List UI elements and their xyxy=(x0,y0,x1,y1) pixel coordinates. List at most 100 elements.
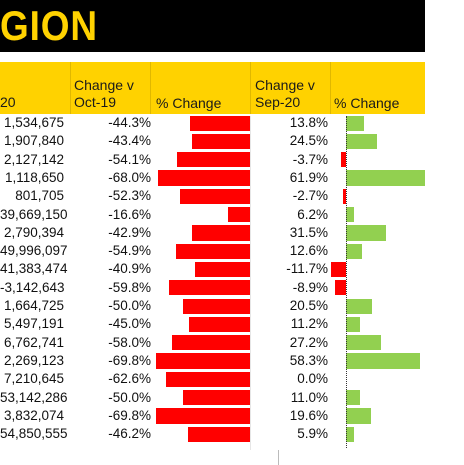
change-oct19-cell: -43.4% xyxy=(108,133,151,149)
oct19-change-bar xyxy=(192,225,250,241)
sep20-change-bar xyxy=(341,152,346,168)
change-sep20-cell: -3.7% xyxy=(292,151,328,167)
sep20-change-bar xyxy=(331,261,346,278)
sep20-change-bar xyxy=(346,115,364,131)
value-cell: 39,669,150 xyxy=(0,206,68,222)
oct19-change-bar xyxy=(227,207,250,223)
sep20-change-bar xyxy=(346,335,381,351)
change-sep20-cell: 5.9% xyxy=(297,426,328,442)
change-oct19-cell: -42.9% xyxy=(108,224,151,240)
change-oct19-cell: -62.6% xyxy=(108,371,151,387)
sep20-change-bar xyxy=(346,408,371,424)
change-sep20-cell: -8.9% xyxy=(292,279,328,295)
value-cell: 49,996,097 xyxy=(0,243,68,259)
value-cell: 2,790,394 xyxy=(3,224,64,240)
change-sep20-cell: 31.5% xyxy=(289,224,328,240)
change-oct19-cell: -69.8% xyxy=(108,407,151,423)
value-cell: 7,210,645 xyxy=(3,371,64,387)
change-oct19-cell: -68.0% xyxy=(108,169,151,185)
change-sep20-cell: 27.2% xyxy=(289,334,328,350)
change-oct19-cell: -44.3% xyxy=(108,115,151,130)
change-sep20-cell: 6.2% xyxy=(297,206,328,222)
oct19-change-bar xyxy=(156,353,250,369)
change-sep20-cell: 12.6% xyxy=(289,243,328,259)
change-sep20-cell: -2.7% xyxy=(292,188,328,204)
sep20-change-bar xyxy=(346,353,421,369)
header-change-sep20-line2: Sep-20 xyxy=(255,94,301,110)
value-cell: 2,269,123 xyxy=(3,352,64,368)
oct19-change-bar xyxy=(165,371,250,387)
sep20-zero-baseline xyxy=(346,116,347,448)
title-bar: GION xyxy=(0,0,425,52)
value-cell: 801,705 xyxy=(15,188,64,204)
oct19-change-bar xyxy=(194,261,250,278)
oct19-change-bar xyxy=(182,390,250,406)
value-cell: 41,383,474 xyxy=(0,261,68,277)
sep20-change-bar xyxy=(346,133,378,150)
change-sep20-cell: 19.6% xyxy=(289,407,328,423)
change-sep20-cell: 61.9% xyxy=(289,169,328,185)
sep20-change-bar xyxy=(342,188,346,204)
sep20-change-bar xyxy=(346,426,354,442)
change-oct19-cell: -59.8% xyxy=(108,279,151,295)
value-cell: -3,142,643 xyxy=(0,279,65,295)
sep20-change-bar xyxy=(346,298,373,314)
sep20-change-bar xyxy=(346,390,361,406)
header-change-oct19-line1: Change v xyxy=(74,77,134,93)
oct19-change-bar xyxy=(190,115,250,131)
oct19-change-bar xyxy=(179,188,250,204)
header-divider xyxy=(70,62,71,114)
bottom-rule xyxy=(278,450,279,465)
header-divider xyxy=(250,62,251,114)
change-oct19-cell: -54.9% xyxy=(108,243,151,259)
change-oct19-cell: -54.1% xyxy=(108,151,151,167)
sep20-change-bar xyxy=(346,316,361,333)
value-cell: 2,127,142 xyxy=(3,151,64,167)
value-cell: 6,762,741 xyxy=(3,334,64,350)
header-change-oct19-line2: Oct-19 xyxy=(74,94,117,110)
oct19-change-bar xyxy=(176,243,250,259)
header-divider xyxy=(330,62,331,114)
sep20-change-bar xyxy=(346,225,387,241)
oct19-change-bar xyxy=(191,133,250,150)
header-value: 20 xyxy=(0,94,16,110)
header-pct-change-sep20: % Change xyxy=(334,95,400,111)
value-cell: 1,664,725 xyxy=(3,298,64,313)
change-sep20-cell: 11.0% xyxy=(290,389,328,405)
value-cell: 1,907,840 xyxy=(3,133,64,149)
change-oct19-cell: -46.2% xyxy=(108,426,151,442)
change-oct19-cell: -58.0% xyxy=(108,334,151,350)
value-cell: 1,118,650 xyxy=(4,169,64,185)
change-oct19-cell: -50.0% xyxy=(108,298,151,313)
page-title: GION xyxy=(0,2,98,49)
column-divider xyxy=(250,116,251,450)
oct19-change-bar xyxy=(156,408,250,424)
sep20-change-bar xyxy=(346,170,425,186)
change-sep20-cell: 20.5% xyxy=(289,298,328,313)
sep20-change-bar xyxy=(346,207,354,223)
value-cell: 1,534,675 xyxy=(3,115,64,130)
change-oct19-cell: -52.3% xyxy=(108,188,151,204)
change-oct19-cell: -50.0% xyxy=(108,389,151,405)
oct19-change-bar xyxy=(169,280,250,296)
change-sep20-cell: 11.2% xyxy=(290,316,328,332)
oct19-change-bar xyxy=(189,316,250,333)
change-sep20-cell: 13.8% xyxy=(289,115,328,130)
oct19-change-bar xyxy=(187,426,250,442)
oct19-change-bar xyxy=(158,170,250,186)
header-divider xyxy=(150,62,151,114)
oct19-change-bar xyxy=(171,335,250,351)
oct19-change-bar xyxy=(177,152,250,168)
change-oct19-cell: -16.6% xyxy=(108,206,151,222)
change-sep20-cell: 0.0% xyxy=(297,371,328,387)
change-oct19-cell: -45.0% xyxy=(108,316,151,332)
change-oct19-cell: -40.9% xyxy=(108,261,151,277)
header-change-sep20-line1: Change v xyxy=(255,77,315,93)
sep20-change-bar xyxy=(346,243,363,259)
value-cell: 5,497,191 xyxy=(3,316,64,332)
value-cell: 53,142,286 xyxy=(0,389,68,405)
change-oct19-cell: -69.8% xyxy=(108,352,151,368)
value-cell: 54,850,555 xyxy=(0,426,68,442)
header-pct-change-oct19: % Change xyxy=(156,95,222,111)
oct19-change-bar xyxy=(182,298,250,314)
